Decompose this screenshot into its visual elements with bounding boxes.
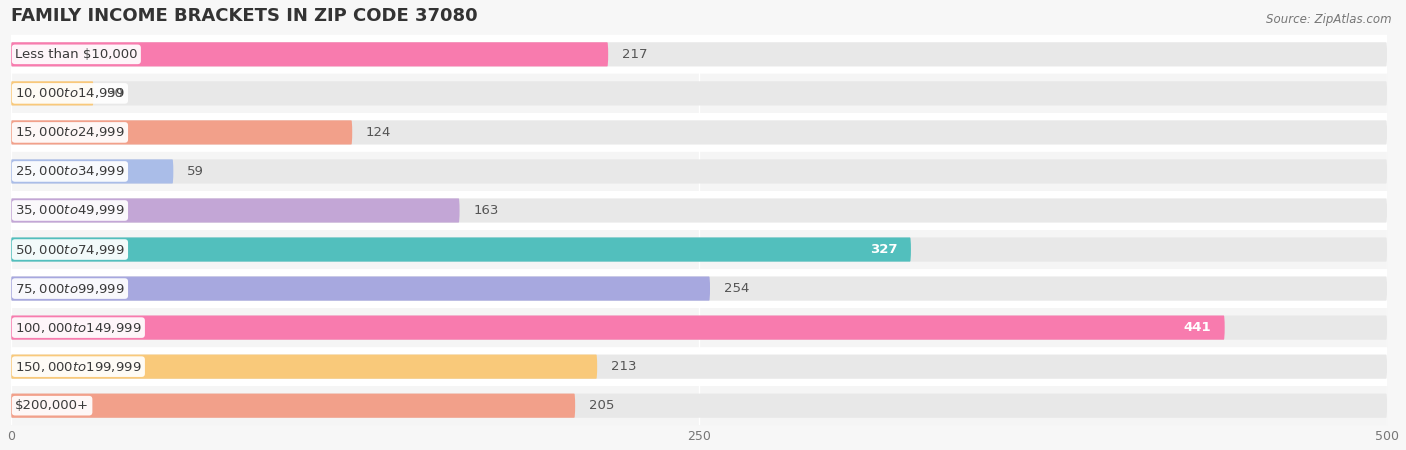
- FancyBboxPatch shape: [11, 230, 1388, 269]
- Text: $200,000+: $200,000+: [15, 399, 89, 412]
- Text: $50,000 to $74,999: $50,000 to $74,999: [15, 243, 125, 256]
- FancyBboxPatch shape: [11, 198, 1388, 223]
- FancyBboxPatch shape: [11, 355, 598, 379]
- FancyBboxPatch shape: [11, 308, 1388, 347]
- Text: 254: 254: [724, 282, 749, 295]
- Text: $15,000 to $24,999: $15,000 to $24,999: [15, 126, 125, 140]
- FancyBboxPatch shape: [11, 238, 911, 261]
- Text: 30: 30: [107, 87, 124, 100]
- Text: $75,000 to $99,999: $75,000 to $99,999: [15, 282, 125, 296]
- FancyBboxPatch shape: [11, 42, 609, 67]
- FancyBboxPatch shape: [11, 35, 1388, 74]
- Text: $35,000 to $49,999: $35,000 to $49,999: [15, 203, 125, 217]
- FancyBboxPatch shape: [11, 81, 1388, 105]
- FancyBboxPatch shape: [11, 120, 1388, 144]
- FancyBboxPatch shape: [11, 81, 94, 105]
- Text: $25,000 to $34,999: $25,000 to $34,999: [15, 164, 125, 179]
- Text: $100,000 to $149,999: $100,000 to $149,999: [15, 320, 142, 335]
- FancyBboxPatch shape: [11, 74, 1388, 113]
- Text: 217: 217: [621, 48, 647, 61]
- Text: $150,000 to $199,999: $150,000 to $199,999: [15, 360, 142, 374]
- FancyBboxPatch shape: [11, 386, 1388, 425]
- FancyBboxPatch shape: [11, 394, 1388, 418]
- FancyBboxPatch shape: [11, 159, 1388, 184]
- Text: 124: 124: [366, 126, 391, 139]
- FancyBboxPatch shape: [11, 238, 1388, 261]
- FancyBboxPatch shape: [11, 347, 1388, 386]
- FancyBboxPatch shape: [11, 269, 1388, 308]
- FancyBboxPatch shape: [11, 191, 1388, 230]
- Text: 213: 213: [612, 360, 637, 373]
- Text: FAMILY INCOME BRACKETS IN ZIP CODE 37080: FAMILY INCOME BRACKETS IN ZIP CODE 37080: [11, 7, 478, 25]
- Text: 205: 205: [589, 399, 614, 412]
- FancyBboxPatch shape: [11, 394, 575, 418]
- FancyBboxPatch shape: [11, 152, 1388, 191]
- FancyBboxPatch shape: [11, 355, 1388, 379]
- FancyBboxPatch shape: [11, 120, 353, 144]
- Text: Source: ZipAtlas.com: Source: ZipAtlas.com: [1267, 14, 1392, 27]
- Text: 59: 59: [187, 165, 204, 178]
- FancyBboxPatch shape: [11, 198, 460, 223]
- FancyBboxPatch shape: [11, 276, 710, 301]
- FancyBboxPatch shape: [11, 315, 1388, 340]
- FancyBboxPatch shape: [11, 315, 1225, 340]
- FancyBboxPatch shape: [11, 42, 1388, 67]
- Text: 163: 163: [474, 204, 499, 217]
- FancyBboxPatch shape: [11, 159, 173, 184]
- Text: 327: 327: [870, 243, 897, 256]
- FancyBboxPatch shape: [11, 276, 1388, 301]
- FancyBboxPatch shape: [11, 113, 1388, 152]
- Text: 441: 441: [1184, 321, 1211, 334]
- Text: $10,000 to $14,999: $10,000 to $14,999: [15, 86, 125, 100]
- Text: Less than $10,000: Less than $10,000: [15, 48, 138, 61]
